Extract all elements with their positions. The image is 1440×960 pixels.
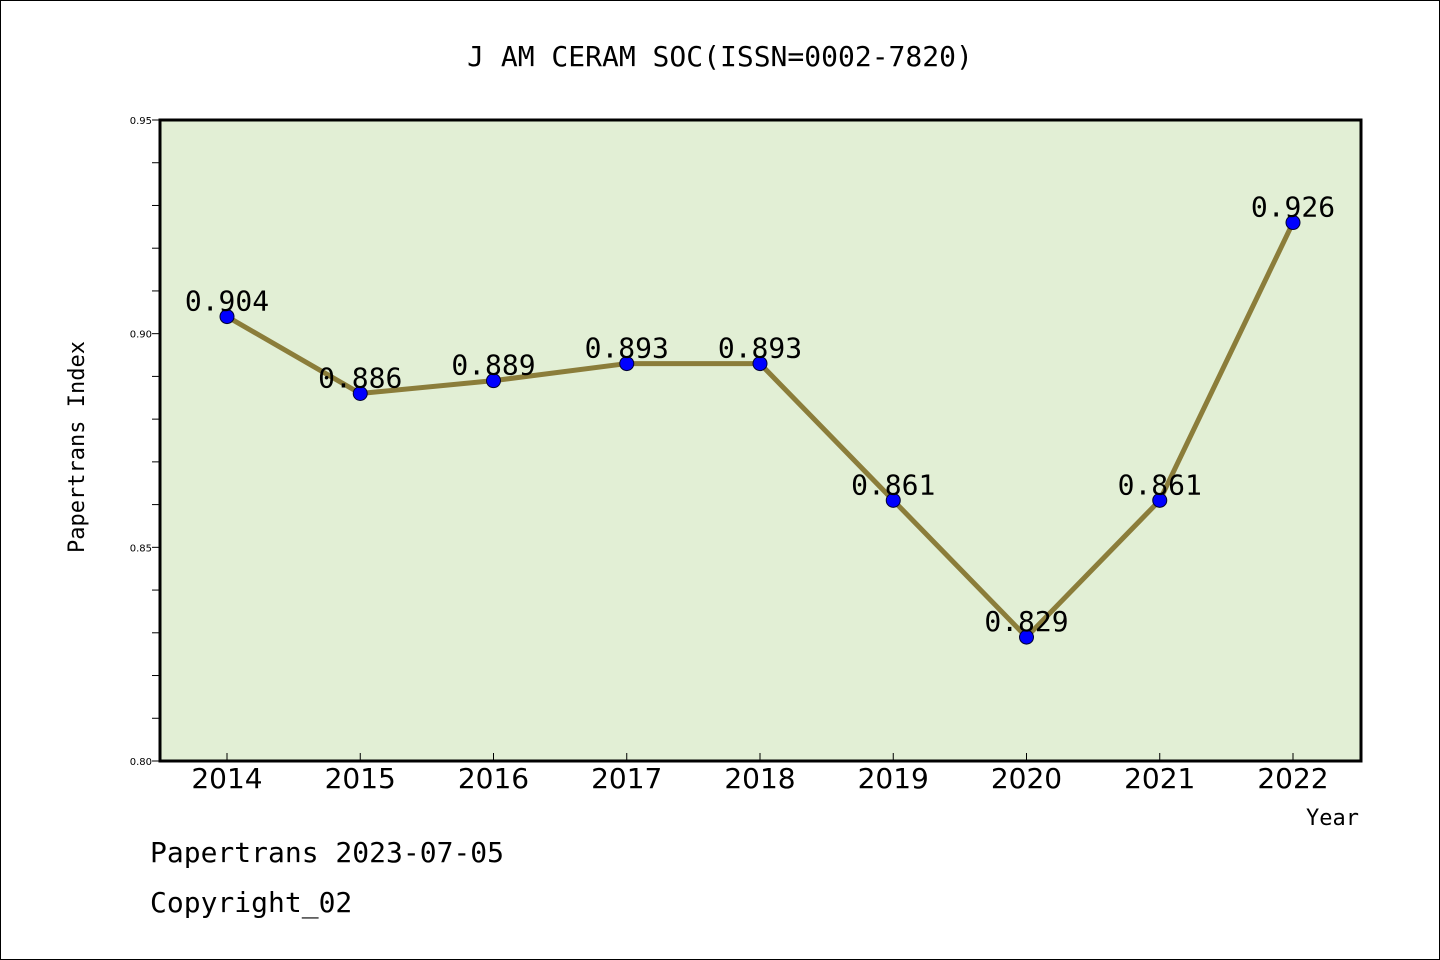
footer-date: Papertrans 2023-07-05 bbox=[150, 836, 505, 869]
x-tick-label: 2022 bbox=[1257, 762, 1328, 795]
x-tick-label: 2021 bbox=[1124, 762, 1195, 795]
x-tick-label: 2017 bbox=[591, 762, 662, 795]
data-point bbox=[1019, 629, 1034, 645]
data-points bbox=[219, 215, 1301, 645]
y-tick-label: 0.90 bbox=[130, 330, 152, 341]
plot-area bbox=[158, 118, 1363, 763]
x-tick-label: 2014 bbox=[191, 762, 262, 795]
data-label: 0.861 bbox=[1118, 468, 1202, 501]
data-labels: 0.904 0.886 0.889 0.893 0.893 0.861 0.829 0.861… bbox=[185, 191, 1335, 639]
x-tick-label: 2020 bbox=[991, 762, 1062, 795]
y-tick-label: 0.95 bbox=[130, 116, 152, 127]
y-axis: 0.80 0.85 0.90 0.95 bbox=[130, 116, 160, 768]
data-point bbox=[1152, 492, 1168, 508]
x-axis-title: Year bbox=[1306, 806, 1359, 831]
data-point bbox=[619, 356, 635, 372]
x-tick-label: 2016 bbox=[458, 762, 529, 795]
data-label: 0.889 bbox=[451, 349, 535, 382]
data-label: 0.893 bbox=[585, 332, 669, 365]
data-point bbox=[219, 309, 235, 325]
x-tick-label: 2015 bbox=[325, 762, 396, 795]
data-label: 0.926 bbox=[1251, 191, 1335, 224]
data-point bbox=[1285, 215, 1301, 231]
data-label: 0.829 bbox=[984, 605, 1068, 638]
x-tick-label: 2019 bbox=[858, 762, 929, 795]
x-axis: 2014 2015 2016 2017 2018 2019 2020 2021 2022 bbox=[191, 753, 1329, 795]
chart-title: J AM CERAM SOC(ISSN=0002-7820) bbox=[467, 40, 973, 73]
y-axis-title: Papertrans Index bbox=[65, 341, 90, 553]
data-point bbox=[352, 385, 368, 401]
data-point bbox=[752, 356, 768, 372]
data-label: 0.861 bbox=[851, 468, 935, 501]
data-label: 0.893 bbox=[718, 332, 802, 365]
x-tick-label: 2018 bbox=[724, 762, 795, 795]
data-point bbox=[486, 373, 501, 389]
data-label: 0.886 bbox=[318, 361, 402, 394]
data-point bbox=[885, 492, 901, 508]
y-tick-label: 0.85 bbox=[130, 543, 152, 554]
y-tick-label: 0.80 bbox=[130, 757, 152, 768]
data-label: 0.904 bbox=[185, 285, 269, 318]
footer-copyright: Copyright_02 bbox=[150, 886, 353, 919]
